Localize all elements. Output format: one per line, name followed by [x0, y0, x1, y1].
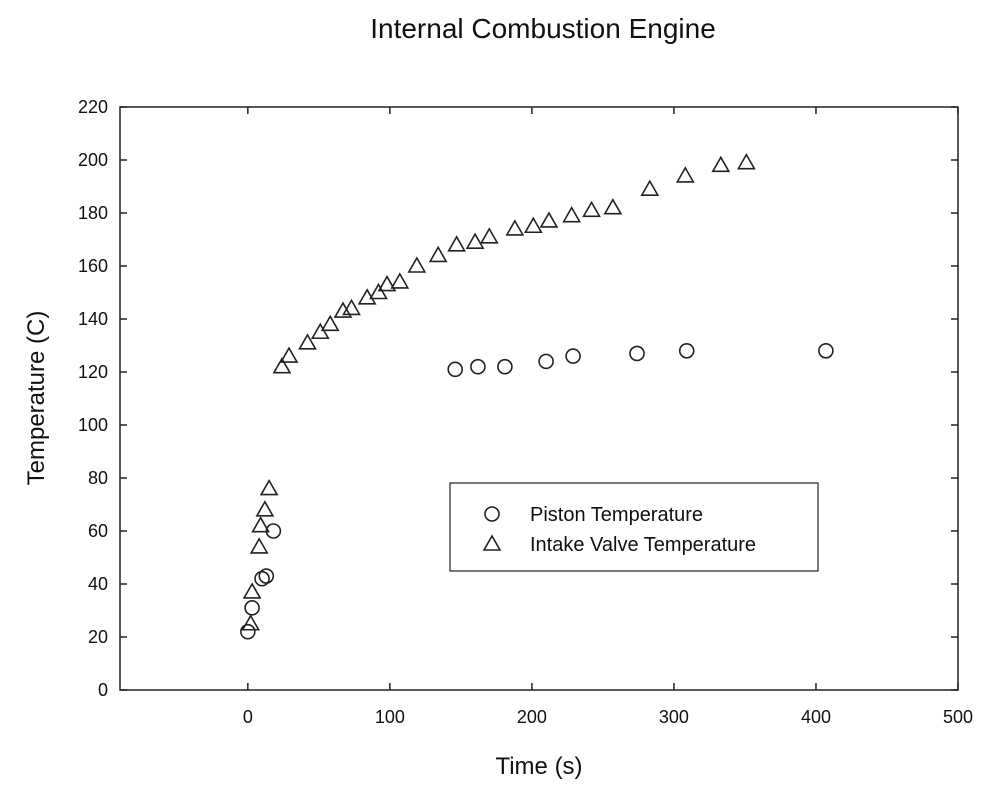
legend-label-piston: Piston Temperature	[530, 504, 703, 526]
legend-box	[449, 482, 819, 572]
piston-temperature-point	[565, 348, 581, 364]
intake-valve-temperature-point	[320, 314, 340, 332]
y-tick-label: 180	[78, 203, 108, 223]
x-tick-label: 0	[243, 707, 253, 727]
intake-valve-temperature-point	[447, 235, 466, 252]
intake-valve-temperature-point	[479, 227, 499, 244]
y-tick-label: 40	[88, 574, 108, 594]
x-tick-label: 200	[517, 707, 547, 727]
intake-valve-temperature-point	[333, 301, 353, 318]
y-tick-label: 220	[78, 97, 108, 117]
x-tick-label: 100	[375, 707, 405, 727]
intake-valve-temperature-point	[241, 614, 261, 631]
intake-valve-temperature-point	[255, 500, 275, 517]
chart-title: Internal Combustion Engine	[370, 13, 716, 44]
intake-valve-temperature-point	[539, 211, 559, 228]
legend-label-intake-valve: Intake Valve Temperature	[530, 534, 756, 556]
intake-valve-temperature-point	[310, 322, 330, 340]
piston-temperature-point	[818, 342, 834, 359]
intake-valve-temperature-point	[736, 153, 756, 170]
intake-valve-temperature-point	[242, 582, 262, 599]
intake-valve-temperature-point	[249, 537, 269, 554]
y-tick-label: 160	[78, 256, 108, 276]
intake-valve-temperature-point	[279, 346, 299, 363]
intake-valve-temperature-point	[259, 478, 279, 496]
intake-valve-temperature-point	[562, 206, 582, 223]
intake-valve-temperature-point	[377, 274, 397, 292]
intake-valve-temperature-point	[505, 219, 525, 236]
axis-ticks: 0 100 200 300 400 500 0 20 40 60 80 100 120 140 160 180…	[78, 97, 973, 727]
intake-valve-temperature-point	[407, 256, 427, 273]
piston-temperature-point	[240, 623, 256, 640]
y-tick-label: 100	[78, 415, 108, 435]
intake-valve-temperature-point	[298, 333, 317, 350]
x-tick-label: 300	[659, 707, 689, 727]
piston-temperature-point	[447, 361, 464, 378]
y-tick-label: 200	[78, 150, 108, 170]
intake-valve-temperature-point	[523, 216, 543, 234]
y-tick-label: 60	[88, 521, 108, 541]
y-tick-label: 20	[88, 627, 108, 647]
y-tick-label: 120	[78, 362, 108, 382]
piston-temperature-point	[538, 353, 554, 370]
piston-temperature-point	[678, 342, 695, 359]
intake-valve-temperature-point	[582, 200, 601, 218]
legend-triangle-marker	[482, 534, 502, 551]
intake-valve-temperature-point	[342, 298, 361, 316]
piston-temperature-point	[244, 600, 260, 616]
legend: Piston Temperature Intake Valve Temperat…	[449, 482, 819, 572]
intake-valve-temperature-point	[465, 232, 485, 249]
intake-valve-temperature-point	[711, 155, 731, 173]
intake-valve-temperature-point	[640, 179, 660, 196]
y-tick-label: 0	[98, 680, 108, 700]
intake-valve-temperature-point	[251, 516, 270, 533]
plot-frame	[119, 106, 959, 691]
y-axis-label: Temperature (C)	[23, 311, 50, 486]
intake-valve-temperature-point	[357, 288, 377, 305]
piston-temperature-point	[470, 358, 486, 375]
piston-temperature-point	[497, 358, 513, 375]
intake-valve-temperature-point	[428, 245, 448, 263]
x-tick-label: 500	[943, 707, 973, 727]
piston-temperature-point	[254, 570, 270, 587]
data-markers	[240, 153, 834, 640]
y-tick-label: 140	[78, 309, 108, 329]
intake-valve-temperature-point	[369, 282, 388, 300]
intake-valve-temperature-point	[390, 272, 410, 289]
x-axis-label: Time (s)	[495, 753, 582, 780]
piston-temperature-point	[629, 345, 645, 362]
legend-circle-marker	[484, 506, 500, 522]
piston-temperature-point	[258, 568, 275, 584]
intake-valve-temperature-point	[603, 198, 623, 215]
intake-valve-temperature-point	[272, 357, 292, 374]
y-tick-label: 80	[88, 468, 108, 488]
intake-valve-temperature-point	[675, 166, 695, 183]
x-tick-label: 400	[801, 707, 831, 727]
